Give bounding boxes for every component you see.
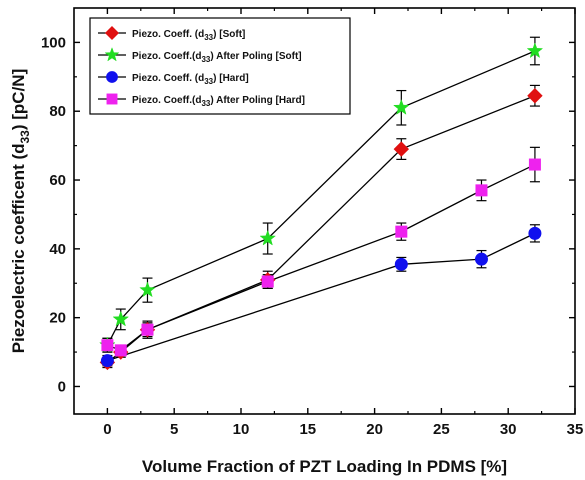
- data-point-star: [393, 99, 410, 115]
- data-point-square: [141, 323, 154, 336]
- plot-area: [73, 7, 576, 415]
- x-tick-label: 0: [103, 421, 111, 438]
- legend: Piezo. Coeff. (d33) [Soft] Piezo. Coeff.(…: [89, 17, 351, 115]
- y-tick-label: 60: [49, 172, 66, 189]
- y-tick-label: 80: [49, 103, 66, 120]
- x-tick-label: 25: [433, 421, 450, 438]
- x-tick-label: 30: [500, 421, 517, 438]
- legend-marker-circle: [106, 71, 118, 83]
- legend-label: Piezo. Coeff. (d33) [Hard]: [132, 73, 249, 86]
- data-point-diamond: [393, 141, 410, 157]
- series-line-1: [107, 95, 536, 363]
- data-point-diamond: [527, 88, 543, 104]
- data-point-square: [395, 225, 408, 238]
- data-point-star: [259, 229, 277, 246]
- data-point-square: [475, 184, 488, 197]
- data-markers: [99, 42, 544, 371]
- legend-label: Piezo. Coeff. (d33) [Soft]: [132, 29, 245, 42]
- y-tick-label: 0: [58, 378, 66, 395]
- x-tick-label: 15: [299, 421, 316, 438]
- data-point-circle: [474, 252, 488, 266]
- legend-marker-star: [104, 47, 120, 62]
- series-line-4: [107, 163, 536, 352]
- data-point-star: [526, 42, 544, 59]
- axis-ticks: [74, 8, 576, 414]
- data-point-circle: [394, 257, 408, 271]
- data-point-circle: [100, 354, 114, 368]
- x-axis-title: Volume Fraction of PZT Loading In PDMS […: [142, 457, 507, 476]
- data-point-star: [139, 281, 156, 298]
- y-tick-label: 20: [49, 310, 66, 327]
- x-tick-label: 10: [233, 421, 250, 438]
- y-tick-label: 40: [49, 241, 66, 258]
- y-axis-title: Piezoelectric coefficent (d33) [pC/N]: [9, 69, 32, 353]
- data-point-circle: [528, 226, 542, 240]
- legend-label: Piezo. Coeff.(d33) After Poling [Soft]: [132, 51, 302, 64]
- data-point-square: [101, 339, 114, 352]
- data-point-star: [112, 310, 130, 327]
- series-line-3: [107, 232, 536, 362]
- data-point-square: [261, 275, 274, 288]
- plot-frame: [73, 7, 576, 415]
- tick-labels: 0 5 10 15 20 25 30 35 0 20 40 60 80 100: [41, 34, 583, 438]
- data-point-square: [528, 158, 541, 171]
- legend-label: Piezo. Coeff.(d33) After Poling [Hard]: [132, 95, 305, 108]
- legend-marker-diamond: [104, 25, 120, 41]
- x-tick-label: 5: [170, 421, 178, 438]
- x-tick-label: 35: [567, 421, 584, 438]
- legend-box: [89, 17, 351, 115]
- data-point-square: [114, 344, 127, 357]
- legend-marker-square: [106, 93, 118, 105]
- y-tick-label: 100: [41, 34, 66, 51]
- x-tick-label: 20: [366, 421, 383, 438]
